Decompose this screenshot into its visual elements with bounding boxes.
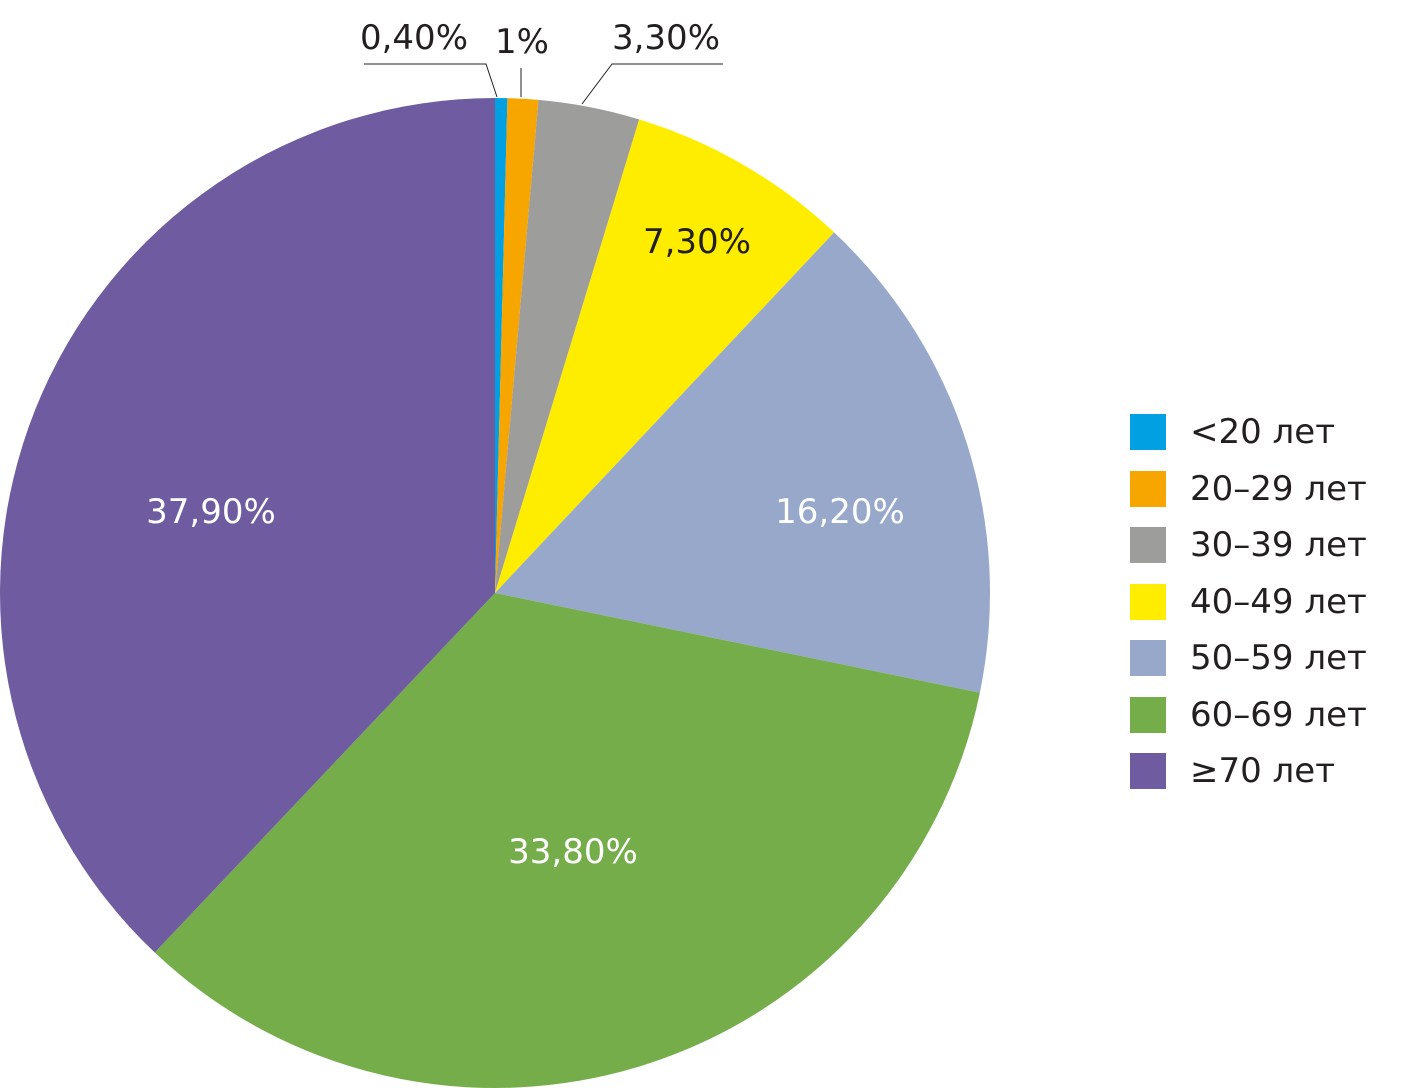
legend-label: 40–49 лет [1190, 581, 1367, 622]
legend-swatch [1130, 527, 1166, 564]
legend-item: 60–69 лет [1130, 687, 1390, 744]
slice-value-label: 3,30% [612, 18, 720, 58]
slice-value-label: 0,40% [360, 18, 468, 58]
slice-value-label: 7,30% [643, 222, 751, 262]
legend-item: <20 лет [1130, 404, 1390, 461]
legend-item: 30–39 лет [1130, 517, 1390, 574]
legend-swatch [1130, 414, 1166, 451]
slice-value-label: 1% [495, 22, 549, 62]
legend-swatch [1130, 470, 1166, 507]
slice-value-label: 16,20% [775, 492, 905, 532]
pie-slice [495, 99, 640, 593]
leader-line [364, 63, 498, 98]
legend-swatch [1130, 696, 1166, 733]
legend-label: 60–69 лет [1190, 694, 1367, 735]
legend-label: 30–39 лет [1190, 525, 1367, 566]
pie-slice [495, 98, 508, 593]
legend-swatch [1130, 583, 1166, 620]
pie-slice [495, 98, 539, 593]
legend-item: 20–29 лет [1130, 461, 1390, 518]
legend-label: 50–59 лет [1190, 638, 1367, 679]
legend-label: 20–29 лет [1190, 468, 1367, 509]
pie-slice [0, 98, 495, 953]
leader-line [581, 63, 723, 105]
legend-label: ≥70 лет [1190, 751, 1336, 792]
pie-slice [495, 119, 835, 593]
legend-item: ≥70 лет [1130, 743, 1390, 800]
legend: <20 лет 20–29 лет 30–39 лет 40–49 лет 50–59 … [1130, 404, 1390, 800]
legend-swatch [1130, 640, 1166, 677]
legend-label: <20 лет [1190, 412, 1336, 453]
slice-value-label: 37,90% [146, 492, 276, 532]
legend-item: 50–59 лет [1130, 630, 1390, 687]
slice-value-label: 33,80% [508, 832, 638, 872]
legend-swatch [1130, 753, 1166, 790]
pie-slice [154, 593, 980, 1088]
legend-item: 40–49 лет [1130, 574, 1390, 631]
pie-slice [495, 232, 991, 693]
